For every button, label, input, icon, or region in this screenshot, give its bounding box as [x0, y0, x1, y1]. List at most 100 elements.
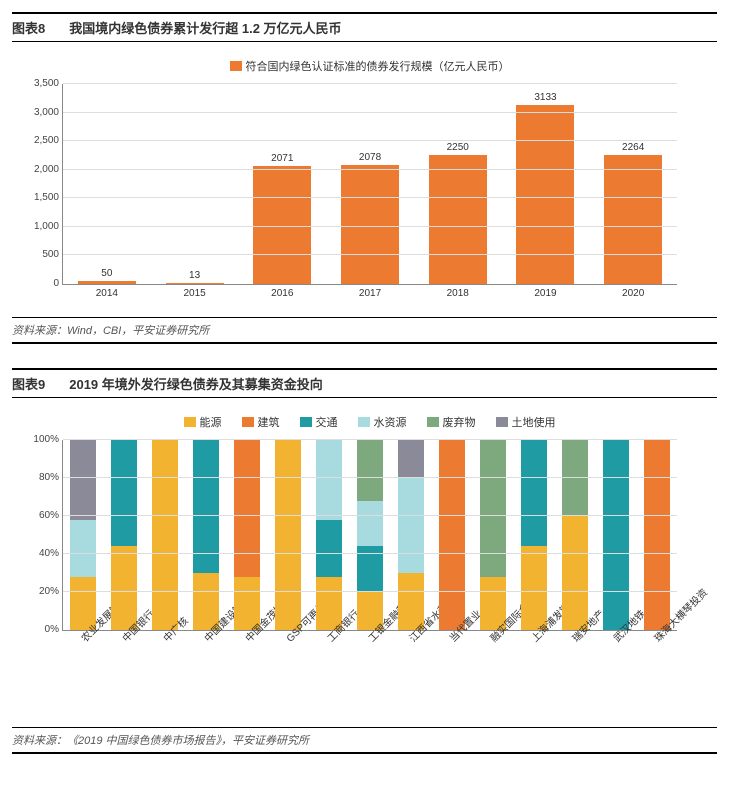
- bar: [341, 165, 399, 284]
- ytick-label: 60%: [25, 510, 59, 521]
- ytick-label: 500: [25, 249, 59, 260]
- bar-value-label: 50: [101, 268, 112, 279]
- legend-label: 建筑: [258, 414, 280, 430]
- stacked-bar-col: 工商银行: [309, 440, 350, 630]
- panel9-legend: 能源 建筑 交通 水资源 废弃物 土地使用: [62, 414, 677, 430]
- bar-col: 20782017: [326, 152, 414, 284]
- gridline: 3,000: [63, 112, 677, 113]
- stacked-bar-col: 中国金茂控股: [227, 440, 268, 630]
- bar-segment-transport: [111, 440, 137, 546]
- panel9-bars: 农业发展银行中国银行中广核中国建设银行中国金茂控股GSP可再生能源工商银行工银金…: [63, 440, 677, 630]
- bar-segment-transport: [521, 440, 547, 546]
- panel9-plot: 农业发展银行中国银行中广核中国建设银行中国金茂控股GSP可再生能源工商银行工银金…: [62, 440, 677, 631]
- gridline: 1,500: [63, 197, 677, 198]
- gridline: 100%: [63, 439, 677, 440]
- legend-item: 废弃物: [427, 414, 476, 430]
- stacked-bar-col: 农业发展银行: [63, 440, 104, 630]
- bar-segment-energy: [562, 516, 588, 630]
- ytick-label: 1,500: [25, 192, 59, 203]
- ytick-label: 0: [25, 278, 59, 289]
- panel8-title: 我国境内绿色债券累计发行超 1.2 万亿元人民币: [69, 18, 341, 37]
- ytick-label: 0%: [25, 624, 59, 635]
- x-category-label: 2017: [326, 288, 414, 299]
- bar-segment-waste: [562, 440, 588, 516]
- bar-segment-waste: [357, 440, 383, 501]
- gridline: 80%: [63, 477, 677, 478]
- bar-segment-transport: [603, 440, 629, 630]
- bar-segment-water: [398, 478, 424, 573]
- bar-value-label: 2250: [447, 142, 469, 153]
- stacked-bar-col: 融实国际金融: [472, 440, 513, 630]
- stacked-bar-col: 江西省水利投资: [391, 440, 432, 630]
- panel-8: 图表8 我国境内绿色债券累计发行超 1.2 万亿元人民币 符合国内绿色认证标准的…: [12, 12, 717, 344]
- bar-value-label: 3133: [534, 92, 556, 103]
- gridline: 20%: [63, 591, 677, 592]
- panel9-title-bar: 图表9 2019 年境外发行绿色债券及其募集资金投向: [12, 368, 717, 398]
- panel9-figlabel: 图表9: [12, 374, 45, 393]
- bar-segment-transport: [316, 520, 342, 577]
- stacked-bar-col: 中国建设银行: [186, 440, 227, 630]
- ytick-label: 1,000: [25, 221, 59, 232]
- stacked-bar-col: 武汉地铁: [595, 440, 636, 630]
- gridline: 2,000: [63, 169, 677, 170]
- panel9-source: 资料来源：《2019 中国绿色债券市场报告》，平安证券研究所: [12, 727, 717, 754]
- bar-segment-building: [644, 440, 670, 630]
- bar-segment-energy: [152, 440, 178, 630]
- x-category-label: 2014: [63, 288, 151, 299]
- panel8-source: 资料来源：Wind，CBI，平安证券研究所: [12, 317, 717, 344]
- panel8-legend-label: 符合国内绿色认证标准的债券发行规模（亿元人民币）: [246, 58, 510, 74]
- stacked-bar-col: 珠海大横琴投资: [636, 440, 677, 630]
- bar-col: 22642020: [589, 142, 677, 284]
- x-category-label: 2018: [414, 288, 502, 299]
- legend-item: 能源: [184, 414, 222, 430]
- bar-col: 132015: [151, 270, 239, 284]
- panel8-legend: 符合国内绿色认证标准的债券发行规模（亿元人民币）: [62, 58, 677, 74]
- legend-label: 交通: [316, 414, 338, 430]
- bar-segment-water: [357, 501, 383, 547]
- x-category-label: 2015: [151, 288, 239, 299]
- legend-item: 土地使用: [496, 414, 556, 430]
- gridline: 500: [63, 254, 677, 255]
- stacked-bar-col: GSP可再生能源: [268, 440, 309, 630]
- ytick-label: 3,500: [25, 78, 59, 89]
- x-category-label: 2020: [589, 288, 677, 299]
- bar-value-label: 2078: [359, 152, 381, 163]
- legend-item: 水资源: [358, 414, 407, 430]
- legend-label: 废弃物: [443, 414, 476, 430]
- panel9-title: 2019 年境外发行绿色债券及其募集资金投向: [69, 374, 323, 393]
- ytick-label: 40%: [25, 548, 59, 559]
- bar: [253, 166, 311, 284]
- stacked-bar-col: 当代置业: [431, 440, 472, 630]
- ytick-label: 100%: [25, 434, 59, 445]
- bar-segment-energy: [275, 440, 301, 630]
- ytick-label: 80%: [25, 472, 59, 483]
- ytick-label: 20%: [25, 586, 59, 597]
- panel8-title-bar: 图表8 我国境内绿色债券累计发行超 1.2 万亿元人民币: [12, 12, 717, 42]
- legend-swatch: [358, 417, 370, 427]
- ytick-label: 2,500: [25, 135, 59, 146]
- bar-segment-building: [439, 440, 465, 630]
- legend-item: 建筑: [242, 414, 280, 430]
- bar-value-label: 2071: [271, 153, 293, 164]
- gridline: 3,500: [63, 83, 677, 84]
- panel-9: 图表9 2019 年境外发行绿色债券及其募集资金投向 能源 建筑 交通 水资源 废弃物 土…: [12, 368, 717, 754]
- panel8-figlabel: 图表8: [12, 18, 45, 37]
- gridline: 40%: [63, 553, 677, 554]
- bar: [604, 155, 662, 284]
- legend-swatch: [300, 417, 312, 427]
- bar-segment-land: [398, 440, 424, 478]
- stacked-bar-col: 中广核: [145, 440, 186, 630]
- legend-swatch: [230, 61, 242, 71]
- panel8-legend-item: 符合国内绿色认证标准的债券发行规模（亿元人民币）: [230, 58, 510, 74]
- legend-item: 交通: [300, 414, 338, 430]
- legend-swatch: [184, 417, 196, 427]
- stacked-bar-col: 瑞安地产: [554, 440, 595, 630]
- bar-segment-water: [70, 520, 96, 577]
- legend-label: 能源: [200, 414, 222, 430]
- bar: [429, 155, 487, 284]
- legend-swatch: [427, 417, 439, 427]
- ytick-label: 2,000: [25, 164, 59, 175]
- gridline: 2,500: [63, 140, 677, 141]
- bar-col: 20712016: [238, 153, 326, 284]
- bar-segment-water: [316, 440, 342, 520]
